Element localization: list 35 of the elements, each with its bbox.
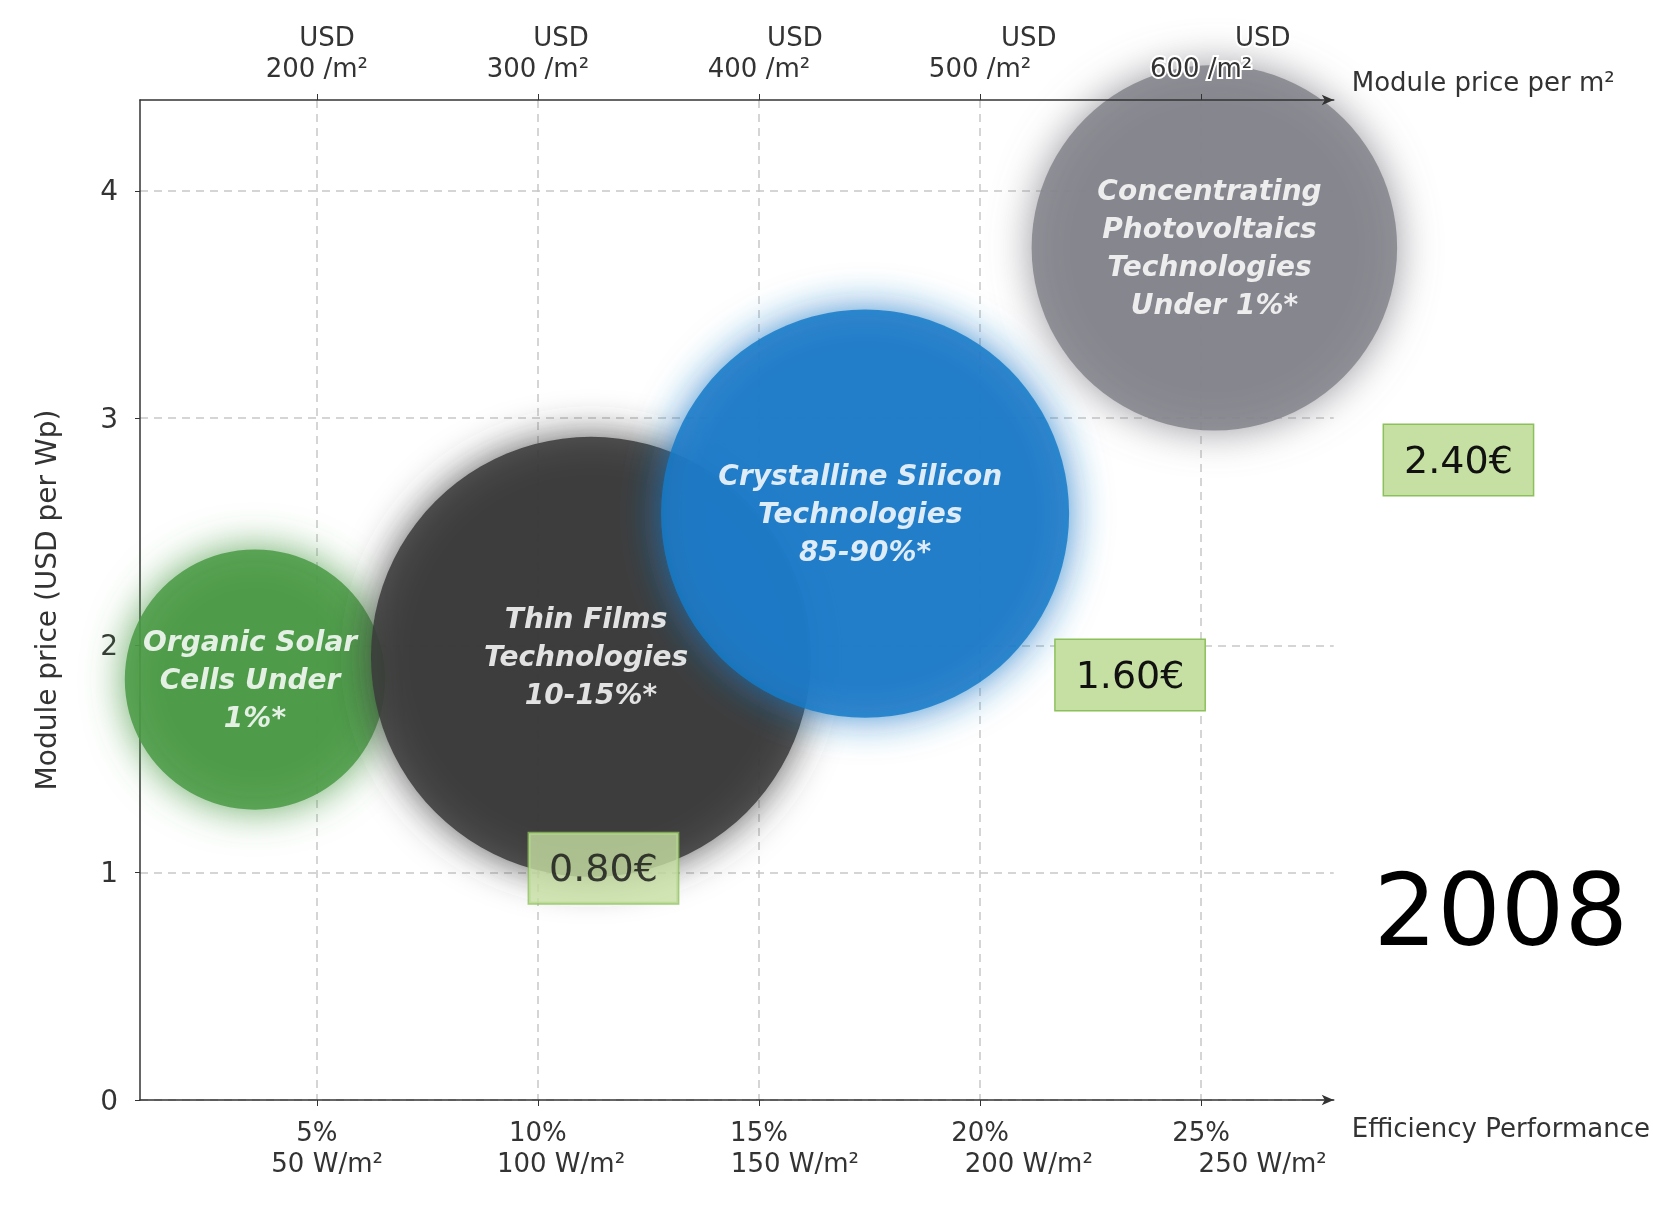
x-axis-title: Efficiency Performance (1351, 1113, 1650, 1143)
x-tick-label: 15% (730, 1117, 788, 1147)
x-tick-label: 5% (296, 1117, 338, 1147)
text: 150 W/m² (730, 1148, 859, 1178)
x2-tick-label: 300 /m² (486, 53, 590, 83)
annotation: 0.80€ (549, 846, 658, 891)
y-tick-label: 2 (100, 628, 118, 662)
x2-tick-label: 200 /m² (265, 53, 369, 83)
series-label: Concentrating Photovoltaics Technologies Under 1%* (1097, 174, 1332, 322)
y-axis-title: Module price (USD per Wp) (29, 409, 63, 791)
x-tick-label: 25% (1172, 1117, 1230, 1147)
x-tick-label: 10% (509, 1117, 567, 1147)
annotation: 1.60€ (1075, 653, 1185, 697)
y-tick-label: 1 (100, 856, 118, 890)
series-label: Organic Solar Cells Under 1%* (143, 625, 367, 735)
text: 50 W/m² (271, 1148, 383, 1178)
text: USD (1234, 22, 1291, 52)
y-tick-label: 4 (100, 174, 118, 208)
text: 250 W/m² (1198, 1148, 1327, 1178)
series-label: Crystalline Silicon Technologies 85-90%* (718, 459, 1012, 569)
x-tick-label: 20% (951, 1117, 1009, 1147)
text: 200 W/m² (964, 1148, 1093, 1178)
x2-axis-title: Module price per m² (1351, 67, 1615, 97)
y-tick-label: 0 (100, 1083, 118, 1117)
text: 2008 (1373, 851, 1629, 969)
x2-tick-label: 500 /m² (928, 53, 1032, 83)
text: USD (533, 22, 589, 52)
text: USD (299, 22, 355, 52)
y-tick-label: 3 (100, 401, 118, 435)
text: USD (767, 22, 823, 52)
text: 100 W/m² (496, 1148, 626, 1178)
x2-tick-label: 400 /m² (707, 53, 811, 83)
text: 2.40€ (1404, 438, 1513, 482)
text: USD (1001, 22, 1057, 52)
series-label: Thin Films Technologies 10-15%* (483, 602, 698, 712)
